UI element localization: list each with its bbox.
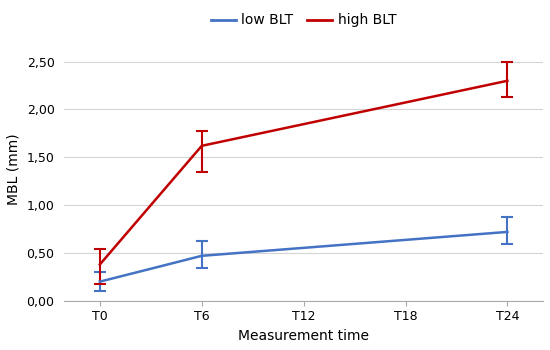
Y-axis label: MBL (mm): MBL (mm) bbox=[7, 133, 21, 205]
Legend: low BLT, high BLT: low BLT, high BLT bbox=[205, 8, 402, 33]
X-axis label: Measurement time: Measurement time bbox=[238, 329, 369, 343]
